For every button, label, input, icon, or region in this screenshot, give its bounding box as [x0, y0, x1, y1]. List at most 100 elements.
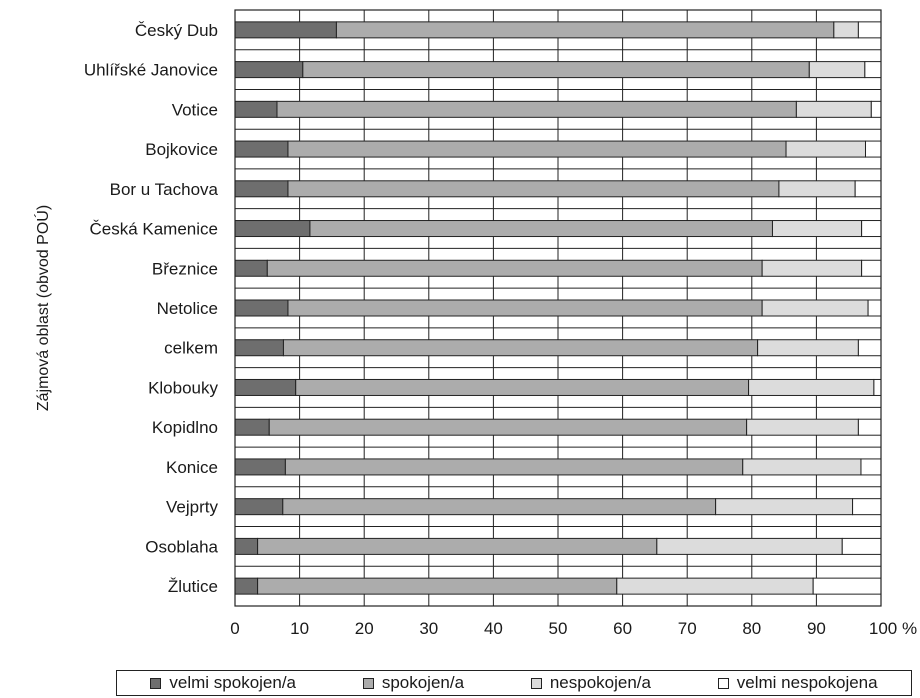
category-label: Osoblaha — [145, 537, 218, 556]
category-label: Klobouky — [148, 378, 218, 397]
bar-segment — [746, 418, 859, 436]
bar-segment — [812, 577, 882, 595]
legend-label: spokojen/a — [381, 673, 465, 692]
x-tick-label: 30 — [419, 619, 438, 638]
bars — [234, 21, 882, 595]
bar-segment — [234, 537, 259, 555]
x-tick-label: 40 — [484, 619, 503, 638]
legend-swatch — [717, 677, 729, 689]
bar-segment — [857, 418, 882, 436]
bar-segment — [864, 140, 882, 158]
bar-segment — [234, 21, 337, 39]
bar-segment — [833, 21, 859, 39]
bar-segment — [761, 299, 869, 317]
bar-segment — [857, 21, 882, 39]
category-label: Březnice — [152, 259, 218, 278]
legend-swatch — [530, 677, 542, 689]
bar-segment — [257, 537, 658, 555]
bar-segment — [234, 498, 284, 516]
x-tick-label: 0 — [230, 619, 239, 638]
legend-item: spokojen/a — [362, 673, 465, 693]
x-tick-label: 60 — [613, 619, 632, 638]
bar-segment — [302, 61, 810, 79]
category-label: Žlutice — [168, 577, 218, 596]
bar-segment — [867, 299, 882, 317]
bar-segment — [757, 339, 859, 357]
bar-segment — [742, 458, 862, 476]
x-tick-label: 80 — [742, 619, 761, 638]
bar-segment — [268, 418, 748, 436]
x-tick-label: 100 % — [869, 619, 917, 638]
category-label: Kopidlno — [152, 418, 218, 437]
category-label: Bor u Tachova — [110, 180, 219, 199]
legend: velmi spokojen/a spokojen/a nespokojen/a ve… — [116, 670, 912, 696]
legend-label: velmi nespokojena — [736, 673, 878, 692]
bar-segment — [309, 220, 773, 238]
bar-segment — [854, 180, 882, 198]
category-label: Votice — [172, 100, 218, 119]
category-label: celkem — [164, 339, 218, 358]
bar-segment — [234, 339, 284, 357]
bar-segment — [748, 378, 875, 396]
bar-segment — [282, 339, 759, 357]
bar-segment — [295, 378, 750, 396]
category-label: Bojkovice — [145, 140, 218, 159]
bar-segment — [861, 220, 882, 238]
bar-segment — [234, 140, 289, 158]
bar-segment — [276, 100, 797, 118]
bar-segment — [234, 418, 270, 436]
category-labels: Český Dub Uhlířské Janovice Votice Bojkovic… — [84, 21, 219, 596]
category-label: Český Dub — [135, 21, 218, 40]
x-tick-label: 70 — [678, 619, 697, 638]
legend-swatch — [362, 677, 374, 689]
plot-border — [234, 9, 882, 607]
bar-segment — [282, 498, 717, 516]
x-tick-labels: 0 10 20 30 40 50 60 70 80 90 100 % — [230, 619, 917, 638]
bar-segment — [287, 180, 780, 198]
x-tick-label: 20 — [355, 619, 374, 638]
legend-item: velmi nespokojena — [717, 673, 878, 693]
bar-segment — [234, 299, 289, 317]
bar-segment — [771, 220, 863, 238]
legend-item: velmi spokojen/a — [150, 673, 296, 693]
bar-segment — [234, 220, 311, 238]
bar-segment — [284, 458, 744, 476]
bar-segment — [234, 458, 286, 476]
category-label: Uhlířské Janovice — [84, 61, 218, 80]
bar-segment — [761, 259, 863, 277]
legend-label: velmi spokojen/a — [169, 673, 297, 692]
bar-segment — [841, 537, 882, 555]
bar-segment — [808, 61, 866, 79]
bar-segment — [857, 339, 882, 357]
bar-segment — [287, 140, 787, 158]
bar-segment — [234, 180, 289, 198]
bar-segment — [234, 100, 278, 118]
bar-segment — [861, 259, 882, 277]
x-tick-label: 50 — [549, 619, 568, 638]
category-label: Konice — [166, 458, 218, 477]
bar-segment — [335, 21, 835, 39]
category-label: Netolice — [157, 299, 218, 318]
bar-segment — [795, 100, 872, 118]
bar-segment — [860, 458, 882, 476]
bar-segment — [616, 577, 814, 595]
bar-segment — [287, 299, 763, 317]
legend-item: nespokojen/a — [530, 673, 651, 693]
bar-segment — [873, 378, 882, 396]
bar-segment — [778, 180, 856, 198]
bar-segment — [234, 577, 259, 595]
bar-segment — [656, 537, 843, 555]
bar-segment — [234, 259, 268, 277]
bar-segment — [864, 61, 882, 79]
bar-segment — [257, 577, 618, 595]
y-axis-title: Zájmová oblast (obvod POÚ) — [33, 205, 52, 411]
bar-segment — [852, 498, 882, 516]
legend-swatch — [150, 677, 162, 689]
legend-label: nespokojen/a — [549, 673, 651, 692]
chart: Český Dub Uhlířské Janovice Votice Bojkovic… — [33, 9, 917, 638]
x-tick-label: 90 — [807, 619, 826, 638]
bar-segment — [870, 100, 882, 118]
bar-segment — [785, 140, 866, 158]
bar-segment — [234, 378, 297, 396]
bar-segment — [266, 259, 763, 277]
